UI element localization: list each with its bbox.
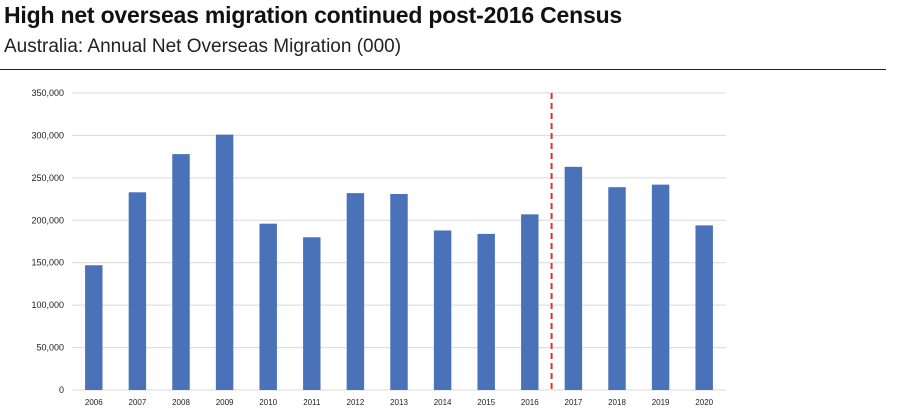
header-divider	[0, 69, 886, 70]
bar-2013	[390, 193, 408, 390]
x-axis-ticks: 2006 2007 2008 2009 2010 2011 2012 2013 2014 2015…	[85, 398, 714, 407]
bar-2020	[695, 225, 713, 390]
x-tick-label: 2018	[608, 398, 626, 407]
bar-2007	[128, 192, 147, 390]
x-tick-label: 2010	[259, 398, 277, 407]
bar-2011	[303, 237, 321, 390]
y-tick-label: 250,000	[31, 173, 64, 183]
y-tick-label: 200,000	[31, 215, 64, 225]
x-tick-label: 2009	[216, 398, 234, 407]
bar-2009	[215, 134, 234, 390]
y-tick-label: 300,000	[31, 130, 64, 140]
bar-2019	[651, 184, 670, 390]
x-tick-label: 2014	[434, 398, 452, 407]
chart-title: High net overseas migration continued po…	[4, 2, 623, 28]
x-tick-label: 2020	[695, 398, 713, 407]
x-tick-label: 2019	[652, 398, 670, 407]
bar-2017	[564, 166, 583, 390]
x-tick-label: 2016	[521, 398, 539, 407]
x-tick-label: 2008	[172, 398, 190, 407]
bar-2014	[433, 230, 452, 390]
y-tick-label: 0	[59, 385, 64, 395]
bar-2008	[172, 154, 190, 390]
x-tick-label: 2017	[565, 398, 583, 407]
x-tick-label: 2012	[347, 398, 365, 407]
y-tick-label: 350,000	[31, 88, 64, 98]
y-tick-label: 150,000	[31, 258, 64, 268]
x-tick-label: 2015	[477, 398, 495, 407]
x-tick-label: 2006	[85, 398, 103, 407]
bar-2015	[477, 233, 495, 390]
x-tick-label: 2013	[390, 398, 408, 407]
chart-subtitle: Australia: Annual Net Overseas Migration…	[4, 36, 402, 57]
y-tick-label: 50,000	[36, 343, 64, 353]
bar-2018	[608, 187, 626, 390]
y-axis-ticks: 0 50,000 100,000 150,000 200,000 250,000 300,0…	[31, 88, 64, 395]
y-tick-label: 100,000	[31, 300, 64, 310]
bar-2012	[346, 193, 365, 390]
bar-2016	[521, 214, 539, 390]
x-tick-label: 2011	[303, 398, 321, 407]
bar-2010	[259, 223, 277, 390]
bar-2006	[85, 265, 103, 390]
bars	[85, 134, 713, 390]
x-tick-label: 2007	[129, 398, 147, 407]
